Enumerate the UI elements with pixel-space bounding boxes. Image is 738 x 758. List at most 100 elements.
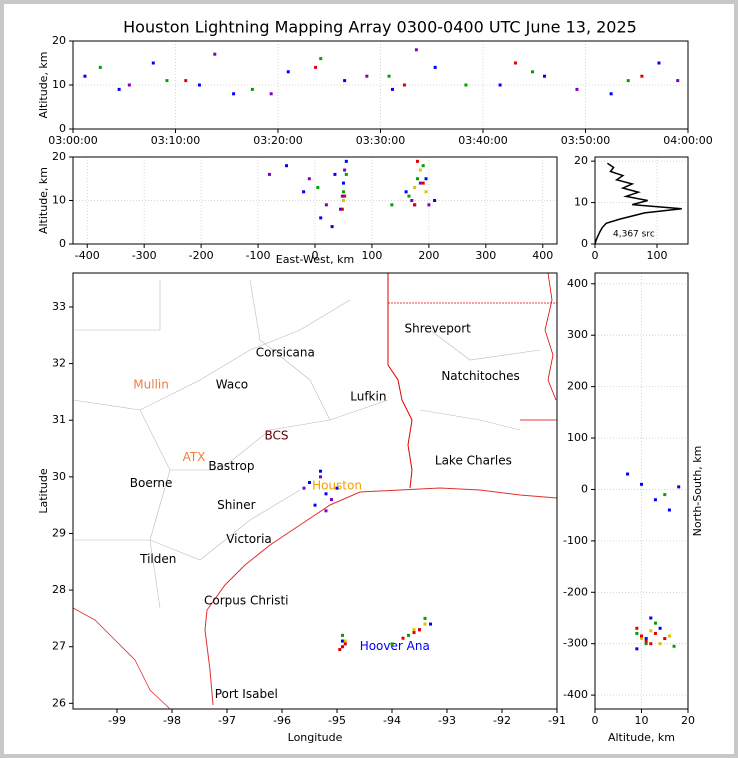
source-point	[513, 61, 517, 65]
source-point	[330, 497, 333, 501]
y-tick-label: 30	[52, 470, 66, 483]
y-tick-label: 33	[52, 300, 66, 313]
y-tick-label: 31	[52, 413, 66, 426]
source-point	[83, 74, 87, 78]
source-point	[341, 190, 345, 194]
city-label: Bastrop	[208, 459, 254, 473]
source-point	[341, 633, 344, 637]
city-label: Waco	[216, 378, 248, 392]
x-tick-label: -98	[163, 714, 181, 727]
source-point	[319, 216, 323, 220]
source-point	[313, 503, 317, 507]
source-point	[197, 83, 201, 87]
source-point	[302, 190, 306, 194]
source-point	[165, 79, 169, 83]
source-point	[319, 57, 323, 61]
source-point	[649, 629, 653, 633]
x-tick-label: 400	[532, 249, 553, 262]
source-point	[314, 65, 318, 69]
source-point	[415, 159, 419, 163]
source-point	[343, 642, 347, 646]
map-borders	[72, 272, 558, 710]
source-point	[269, 92, 273, 96]
source-point	[414, 48, 418, 52]
source-point	[286, 70, 290, 74]
x-tick-label: 0	[312, 249, 319, 262]
city-label: Lake Charles	[435, 453, 512, 467]
source-point	[413, 203, 417, 207]
source-point	[390, 642, 394, 646]
plot-frame	[72, 156, 558, 245]
x-tick-label: 0	[592, 249, 599, 262]
altitude-histogram	[594, 162, 682, 245]
source-point	[413, 185, 417, 189]
source-point	[635, 647, 639, 651]
source-point	[324, 203, 328, 207]
source-point	[341, 639, 344, 643]
city-label: Boerne	[130, 476, 173, 490]
source-point	[267, 172, 271, 176]
x-tick-label: -200	[189, 249, 214, 262]
source-point	[302, 486, 306, 490]
source-point	[340, 207, 344, 211]
x-tick-label: -300	[132, 249, 157, 262]
source-point	[498, 83, 502, 87]
source-point	[415, 177, 419, 181]
y-tick-label: 20	[52, 34, 66, 47]
y-tick-label: -400	[563, 688, 588, 701]
source-point	[663, 493, 667, 497]
source-point	[626, 79, 630, 83]
source-point	[423, 616, 427, 620]
city-label: Houston	[312, 478, 362, 492]
source-point	[423, 622, 427, 626]
x-tick-label: 200	[418, 249, 439, 262]
source-point	[390, 203, 394, 207]
source-point	[433, 199, 437, 202]
y-axis-label: Latitude	[37, 468, 50, 514]
x-tick-label: 03:00:00	[48, 134, 97, 147]
source-point	[663, 637, 667, 641]
city-label: Hoover Ana	[360, 639, 430, 653]
source-point	[340, 194, 344, 198]
source-point	[184, 79, 188, 83]
state-border	[520, 272, 557, 421]
source-point	[644, 637, 648, 641]
y-tick-label: -200	[563, 585, 588, 598]
source-point	[653, 631, 657, 635]
source-point	[343, 79, 347, 83]
source-point	[667, 508, 671, 512]
y-tick-label: 0	[581, 482, 588, 495]
source-point	[213, 52, 217, 56]
source-point	[339, 207, 343, 211]
source-point	[232, 92, 236, 96]
source-point	[427, 203, 431, 207]
mexico-border	[72, 607, 171, 710]
city-label: Lufkin	[350, 390, 386, 404]
texas-louisiana-border	[387, 273, 413, 489]
source-point	[640, 482, 643, 486]
source-point	[640, 637, 643, 641]
source-point	[649, 642, 653, 646]
source-point	[127, 83, 131, 87]
source-point	[98, 65, 102, 69]
y-tick-label: -300	[563, 637, 588, 650]
y-tick-label: 400	[567, 277, 588, 290]
x-tick-label: -99	[108, 714, 126, 727]
x-axis-label: Longitude	[288, 731, 343, 744]
source-point	[341, 181, 345, 185]
y-axis-label: Altitude, km	[37, 167, 50, 234]
source-point	[412, 631, 416, 635]
x-tick-label: -400	[75, 249, 100, 262]
source-point	[653, 498, 657, 502]
source-point	[609, 92, 613, 96]
source-point	[464, 83, 468, 87]
source-point	[531, 70, 535, 74]
source-point	[640, 74, 644, 78]
y-tick-label: 0	[581, 237, 588, 250]
x-tick-label: -93	[438, 714, 456, 727]
y-tick-label: 0	[59, 122, 66, 135]
y-tick-label: 10	[52, 194, 66, 207]
source-point	[401, 636, 405, 640]
source-point	[307, 177, 311, 181]
x-axis-label: Altitude, km	[608, 731, 675, 744]
